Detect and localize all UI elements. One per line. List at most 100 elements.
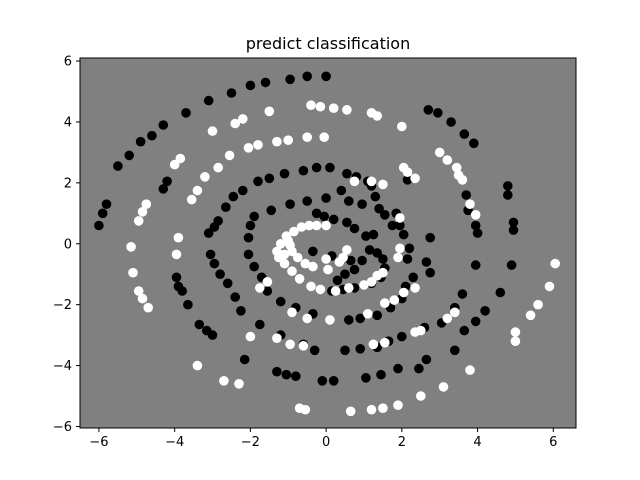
data-point [402,167,413,177]
data-point [345,255,356,266]
data-point [425,232,436,243]
data-point [294,274,305,284]
data-point [442,155,453,165]
data-point [342,217,352,228]
data-point [398,229,409,240]
data-point [389,295,400,305]
data-point [366,404,377,415]
y-tick-label: −6 [53,420,72,435]
data-point [533,299,543,310]
data-point [361,373,371,383]
data-point [370,191,381,202]
data-point [450,345,460,356]
data-point [309,345,320,356]
data-point [421,257,432,267]
data-point [249,261,259,272]
data-point [363,309,373,319]
data-point [291,371,301,382]
x-tick-label: 4 [473,435,481,450]
data-point [364,245,375,255]
data-point [192,360,203,371]
data-point [503,181,513,191]
data-point [470,316,481,327]
data-point [378,403,388,414]
data-point [402,254,413,264]
data-point [94,220,104,231]
data-point [457,175,468,185]
data-point [506,260,517,270]
data-point [137,293,148,304]
data-point [349,223,360,234]
data-point [143,302,153,313]
y-tick-label: 2 [64,176,72,191]
data-point [209,258,220,269]
data-point [234,379,244,389]
data-point [207,126,218,136]
data-point [285,339,295,350]
data-point [397,331,407,342]
data-point [416,325,426,336]
data-point [433,108,443,118]
data-point [380,337,390,348]
data-point [292,252,303,263]
data-point [113,161,123,171]
data-point [315,284,326,295]
data-point [544,281,555,292]
y-tick-label: −4 [53,359,72,374]
data-point [311,162,322,173]
data-point [328,376,339,386]
data-point [398,287,409,298]
data-point [260,77,271,88]
data-point [344,283,354,293]
data-point [272,136,282,147]
data-point [243,143,254,153]
data-point [368,229,379,240]
data-point [183,299,193,310]
data-point [366,277,377,287]
data-point [342,168,352,179]
data-point [423,105,434,115]
data-point [311,220,322,231]
data-point [287,266,297,277]
data-point [472,228,483,238]
data-point [200,172,210,182]
data-point [465,365,475,375]
data-point [124,150,134,161]
data-point [266,205,277,216]
x-tick-label: −6 [89,435,108,450]
data-point [169,159,180,170]
data-point [245,220,256,231]
data-point [340,345,350,356]
data-point [380,298,390,308]
data-point [342,105,352,115]
data-point [308,261,318,272]
data-point [319,211,330,222]
data-point [410,283,420,293]
data-point [272,366,282,377]
data-point [374,203,384,214]
data-point [336,185,347,196]
data-point [287,307,297,318]
data-point [213,162,223,173]
data-point [177,286,187,296]
x-tick-label: −4 [165,435,184,450]
data-point [361,231,371,241]
data-point [158,184,169,194]
y-axis-ticks: −6 −4 −2 0 2 4 6 [53,55,80,435]
data-point [302,132,313,142]
data-point [306,100,316,110]
data-point [264,173,275,184]
data-point [332,275,343,286]
data-point [306,281,316,292]
data-point [378,179,388,190]
data-point [254,283,265,293]
data-point [245,80,256,91]
data-point [300,404,311,415]
data-point [425,267,436,278]
data-point [262,286,273,296]
data-point [311,208,322,219]
x-tick-label: 2 [398,435,406,450]
data-point [97,208,108,219]
data-point [404,243,415,254]
y-tick-label: 0 [64,237,72,252]
